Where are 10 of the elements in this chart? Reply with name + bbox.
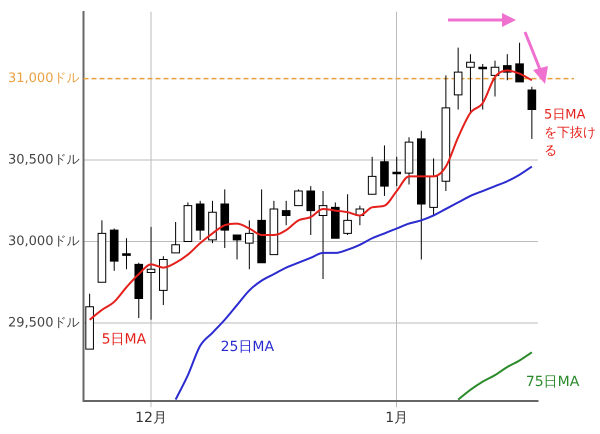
y-tick-label: 29,500ドル: [8, 315, 80, 330]
y-tick-label: 30,000ドル: [8, 234, 80, 249]
ref-line-label: 31,000ドル: [8, 70, 80, 86]
series-label: 25日MA: [220, 339, 275, 356]
y-tick-label: 30,500ドル: [8, 152, 80, 168]
text: 5日MAを下抜ける: [544, 107, 596, 158]
x-tick-label: 12月: [135, 410, 167, 426]
series-label: 75日MA: [526, 374, 580, 390]
x-tick-label: 1月: [385, 410, 408, 426]
series-label: 5日MA: [102, 331, 147, 348]
